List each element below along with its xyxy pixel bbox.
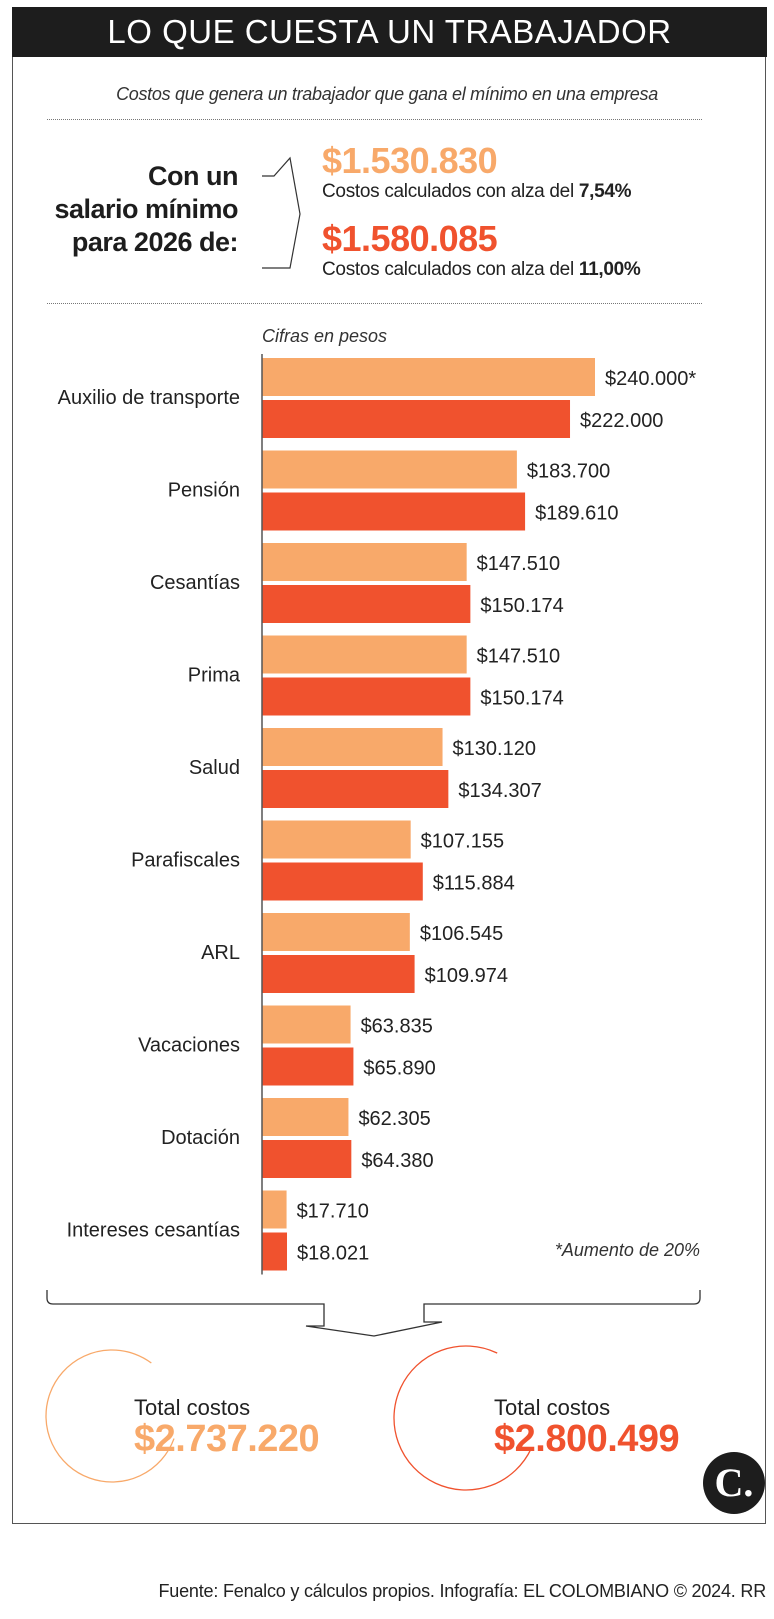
category-label: Intereses cesantías [67, 1220, 240, 1242]
bar [262, 450, 517, 489]
salary-scenario-2: $1.580.085 [322, 218, 498, 259]
bar [262, 635, 467, 674]
total-value-1: $2.737.220 [134, 1418, 320, 1460]
page-title: LO QUE CUESTA UN TRABAJADOR [12, 7, 767, 57]
bar [262, 1005, 351, 1044]
divider [47, 303, 702, 304]
bracket-icon [262, 156, 301, 269]
value-label: $222.000 [580, 410, 663, 432]
lead-line: para 2026 de: [71, 227, 239, 257]
value-label: $106.545 [420, 923, 503, 945]
bar [262, 492, 526, 531]
source-footer: Fuente: Fenalco y cálculos propios. Info… [158, 1581, 767, 1601]
decorations [45, 156, 701, 1491]
value-label: $147.510 [477, 646, 560, 668]
bar [262, 400, 571, 438]
bar [262, 862, 423, 901]
value-label: $115.884 [433, 873, 515, 895]
bar [262, 770, 449, 808]
value-label: $183.700 [527, 461, 610, 483]
el-colombiano-logo: C. [703, 1452, 765, 1514]
value-label: $63.835 [361, 1016, 433, 1038]
lead-line: salario mínimo [54, 194, 238, 224]
bar [262, 1140, 352, 1178]
value-label: $62.305 [358, 1108, 430, 1130]
bar [262, 955, 415, 993]
value-label: $147.510 [477, 553, 560, 575]
category-label: Parafiscales [131, 850, 240, 872]
total-label-2: Total costos [494, 1395, 611, 1420]
value-label: $134.307 [458, 780, 541, 802]
category-label: Auxilio de transporte [58, 387, 240, 409]
divider [47, 119, 702, 120]
bar [262, 1098, 349, 1136]
category-label: Vacaciones [138, 1035, 240, 1057]
category-label: Salud [189, 757, 240, 779]
units-note: Cifras en pesos [262, 326, 388, 346]
bar [262, 358, 595, 396]
bar [262, 677, 471, 716]
subtitle: Costos que genera un trabajador que gana… [116, 84, 658, 104]
bar [262, 913, 410, 951]
salary-scenario-1: $1.530.830 [322, 140, 498, 181]
value-label: $130.120 [453, 738, 536, 760]
bar [262, 1047, 354, 1086]
value-label: $107.155 [421, 831, 504, 853]
value-label: $189.610 [535, 503, 618, 525]
total-circle-1 [45, 1349, 179, 1483]
caption-scenario-1: Costos calculados con alza del 7,54% [322, 181, 632, 202]
total-label-1: Total costos [134, 1395, 251, 1420]
value-label: $17.710 [297, 1201, 369, 1223]
total-circle-2 [393, 1345, 539, 1491]
bar [262, 1232, 288, 1271]
value-label: $109.974 [425, 965, 508, 987]
value-label: $65.890 [363, 1058, 435, 1080]
value-label: $240.000* [605, 368, 696, 390]
brace-icon [46, 1290, 701, 1337]
bar [262, 543, 467, 581]
total-value-2: $2.800.499 [494, 1418, 680, 1460]
value-label: $150.174 [480, 595, 563, 617]
caption-scenario-2: Costos calculados con alza del 11,00% [322, 259, 641, 280]
lead-text: Con un salario mínimo para 2026 de: [54, 160, 238, 259]
footnote: *Aumento de 20% [554, 1240, 700, 1260]
bar [262, 1190, 287, 1229]
bar [262, 585, 471, 623]
category-label: Prima [188, 665, 241, 687]
category-label: Dotación [161, 1127, 240, 1149]
lead-line: Con un [148, 161, 238, 191]
category-label: ARL [201, 942, 240, 964]
value-label: $64.380 [361, 1150, 433, 1172]
category-label: Cesantías [150, 572, 240, 594]
value-label: $150.174 [480, 688, 563, 710]
bar [262, 820, 411, 859]
value-label: $18.021 [297, 1243, 369, 1265]
category-label: Pensión [168, 480, 240, 502]
bar [262, 728, 443, 766]
